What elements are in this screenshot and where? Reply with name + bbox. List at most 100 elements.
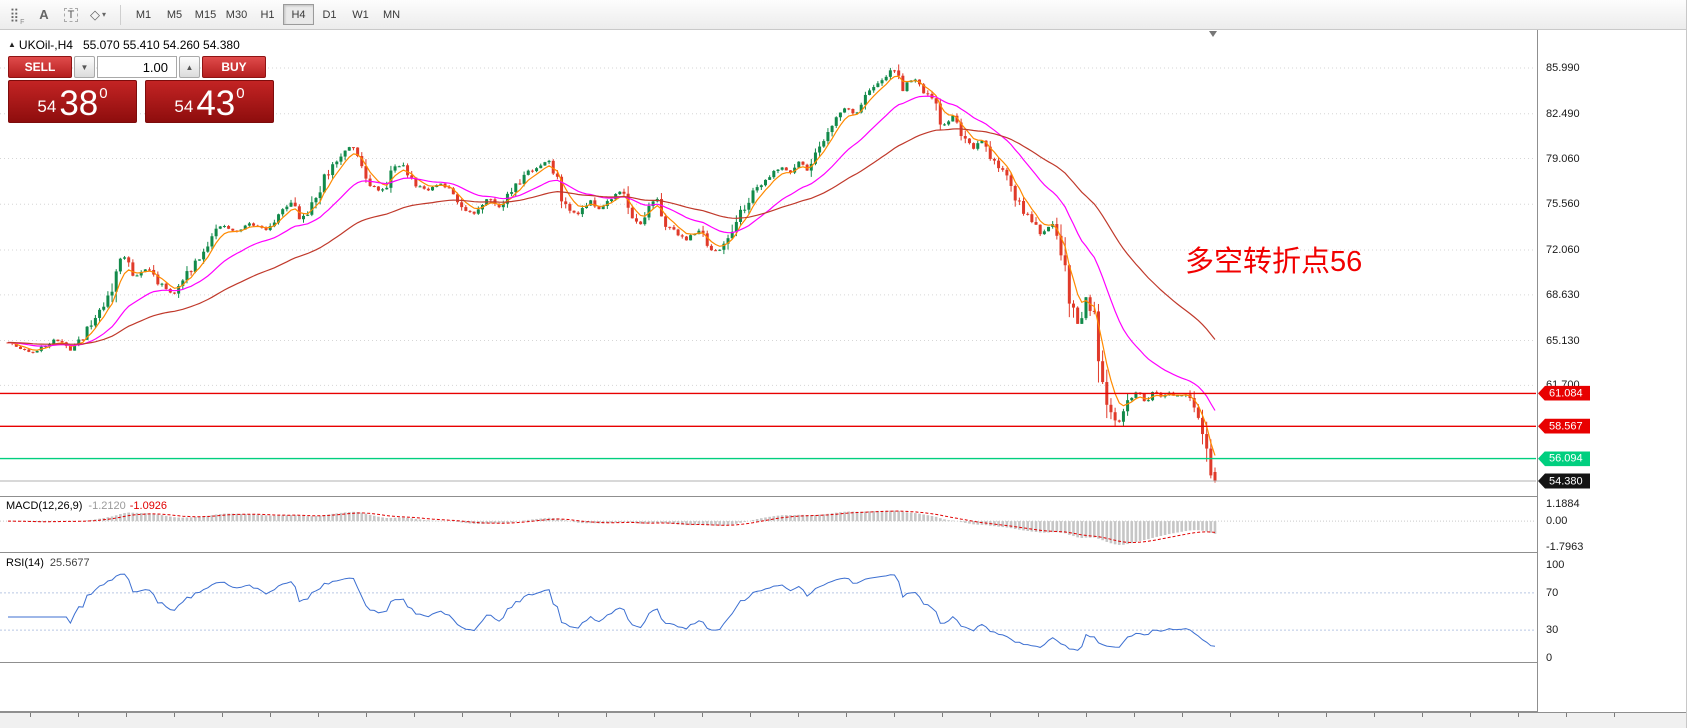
time-axis-tick [414, 713, 415, 717]
time-axis-tick [942, 713, 943, 717]
time-axis-tick [606, 713, 607, 717]
shape-glyph: ◇ [89, 6, 100, 22]
macd-main-value: -1.2120 [88, 500, 126, 512]
axis-tick-label: 82.490 [1546, 107, 1580, 120]
toolbar-separator [120, 4, 121, 25]
time-axis[interactable] [0, 712, 1686, 728]
price-level-tag: 61.084 [1538, 385, 1590, 401]
time-axis-tick [1134, 713, 1135, 717]
toolbar: ⣿ F A T ◇ ▾ M1 M5 M15 M30 H1 H4 D1 W1 MN [0, 0, 1686, 30]
textbox-tool-icon[interactable]: T [59, 4, 83, 26]
rsi-name: RSI(14) [6, 557, 44, 569]
timeframe-m30[interactable]: M30 [225, 8, 248, 21]
indicator-axis-label: 30 [1546, 624, 1559, 637]
time-axis-tick [990, 713, 991, 717]
sell-price-big: 38 [59, 83, 99, 123]
axis-tick-label: 68.630 [1546, 288, 1580, 301]
time-axis-tick [750, 713, 751, 717]
macd-indicator-label: MACD(12,26,9) -1.2120 -1.0926 [6, 500, 167, 512]
volume-increase-button[interactable]: ▲ [179, 56, 200, 78]
timeframe-m5[interactable]: M5 [166, 8, 183, 21]
symbol-timeframe-label: UKOil-,H4 [18, 38, 73, 52]
symbol-marker-icon: ▲ [8, 40, 16, 49]
empty-sub-panel [0, 663, 1537, 712]
buy-price-display[interactable]: 54 43 0 [145, 80, 274, 123]
time-axis-tick [1038, 713, 1039, 717]
axis-tick-label: 85.990 [1546, 62, 1580, 74]
macd-name: MACD(12,26,9) [6, 500, 83, 512]
time-axis-tick [126, 713, 127, 717]
indicator-axis-label: 70 [1546, 586, 1559, 599]
macd-signal-value: -1.0926 [129, 500, 168, 512]
time-axis-tick [510, 713, 511, 717]
shapes-tool-icon[interactable]: ◇ ▾ [86, 4, 110, 26]
time-axis-tick [1470, 713, 1471, 717]
sell-price-small: 54 [37, 97, 57, 116]
indicator-axis-label: 100 [1546, 559, 1565, 571]
time-axis-tick [894, 713, 895, 717]
buy-price-sup: 0 [236, 85, 245, 102]
indicator-axis-label: 0 [1546, 652, 1553, 664]
one-click-trading-panel: SELL ▼ 1.00 ▲ BUY 54 38 0 54 43 0 [8, 56, 274, 123]
toolbar-grip-icon[interactable]: ⣿ F [5, 4, 29, 26]
sell-price-display[interactable]: 54 38 0 [8, 80, 137, 123]
timeframe-mn[interactable]: MN [382, 8, 401, 21]
time-axis-tick [846, 713, 847, 717]
time-axis-tick [1326, 713, 1327, 717]
chart-annotation: 多空转折点56 [1185, 246, 1363, 278]
time-axis-tick [366, 713, 367, 717]
rsi-indicator-label: RSI(14) 25.5677 [6, 557, 90, 569]
axis-tick-label: 75.560 [1546, 198, 1580, 211]
timeframe-h1[interactable]: H1 [260, 8, 275, 21]
price-level-tag: 56.094 [1538, 451, 1590, 467]
time-axis-tick [1422, 713, 1423, 717]
time-axis-tick [702, 713, 703, 717]
text-tool-icon[interactable]: A [39, 7, 49, 22]
timeframe-d1[interactable]: D1 [322, 8, 337, 21]
time-axis-tick [654, 713, 655, 717]
buy-button[interactable]: BUY [202, 56, 266, 78]
volume-input[interactable]: 1.00 [97, 56, 177, 78]
timeframe-w1[interactable]: W1 [352, 8, 369, 21]
time-axis-tick [462, 713, 463, 717]
time-axis-tick [1086, 713, 1087, 717]
time-axis-tick [798, 713, 799, 717]
time-axis-tick [1374, 713, 1375, 717]
rsi-value: 25.5677 [49, 557, 90, 569]
sell-button[interactable]: SELL [8, 56, 72, 78]
indicator-axis-label: -1.7963 [1546, 541, 1584, 553]
ohlc-values: 55.070 55.410 54.260 54.380 [82, 38, 240, 52]
time-axis-tick [1182, 713, 1183, 717]
grip-sub-label: F [20, 18, 25, 26]
price-level-tag: 58.567 [1538, 418, 1590, 434]
indicator-axis-label: 0.00 [1546, 515, 1568, 528]
macd-panel[interactable] [0, 497, 1537, 553]
chart-title: ▲ UKOil-,H4 55.070 55.410 54.260 54.380 [8, 38, 240, 52]
buy-price-big: 43 [196, 83, 236, 123]
timeframe-h4[interactable]: H4 [283, 4, 314, 25]
time-axis-tick [1566, 713, 1567, 717]
time-axis-tick [270, 713, 271, 717]
timeframe-m15[interactable]: M15 [194, 8, 217, 21]
axis-tick-label: 79.060 [1546, 152, 1580, 165]
timeframe-m1[interactable]: M1 [135, 8, 152, 21]
chart-shift-marker-icon [1209, 31, 1217, 37]
time-axis-tick [1278, 713, 1279, 717]
rsi-panel[interactable] [0, 553, 1537, 663]
grip-glyph: ⣿ [9, 6, 20, 22]
time-axis-tick [30, 713, 31, 717]
caret-down-icon: ▾ [101, 10, 106, 19]
time-axis-tick [222, 713, 223, 717]
time-axis-tick [558, 713, 559, 717]
time-axis-tick [1518, 713, 1519, 717]
volume-decrease-button[interactable]: ▼ [74, 56, 95, 78]
price-axis[interactable]: 85.990 82.490 79.060 75.560 72.060 68.630 65.1… [1537, 30, 1686, 712]
axis-tick-label: 72.060 [1546, 244, 1580, 256]
indicator-axis-label: 1.1884 [1546, 498, 1580, 510]
sell-price-sup: 0 [99, 85, 108, 102]
time-axis-tick [174, 713, 175, 717]
textbox-glyph: T [63, 7, 79, 22]
time-axis-tick [1614, 713, 1615, 717]
axis-tick-label: 65.130 [1546, 334, 1580, 347]
